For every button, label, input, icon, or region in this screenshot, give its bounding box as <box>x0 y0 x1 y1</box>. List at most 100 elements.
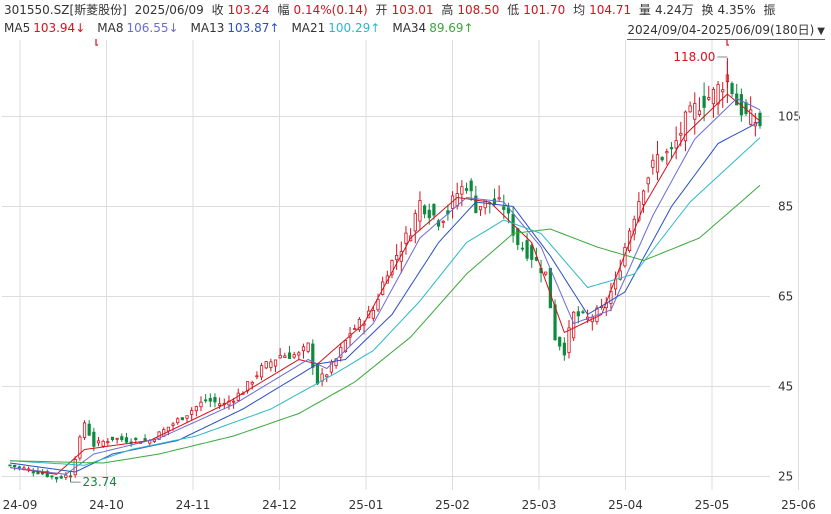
candle-body <box>683 111 688 142</box>
candle-body <box>176 418 180 424</box>
arrow-down-icon: ↓ <box>168 21 179 35</box>
candle-body <box>469 180 473 192</box>
ma-legend-item-ma34: MA34 89.69↑ <box>392 21 481 35</box>
candle-body <box>758 112 762 127</box>
high-value: 108.50 <box>457 3 500 17</box>
x-tick-label: 25-01 <box>349 498 384 512</box>
candle-body <box>87 423 91 436</box>
candle-body <box>204 399 208 402</box>
candle-body <box>64 474 68 478</box>
ma-value: 89.69 <box>429 21 464 35</box>
close-label: 收 <box>211 3 224 17</box>
x-tick-label: 24-10 <box>89 498 124 512</box>
candle-body <box>460 186 464 195</box>
candle-body <box>50 475 54 478</box>
avg-label: 均 <box>573 3 586 17</box>
ma-name: MA34 <box>392 21 427 35</box>
candle-body <box>716 84 720 105</box>
candle-body <box>702 95 706 108</box>
candle-body <box>376 299 380 311</box>
ma-value: 103.94 <box>33 21 76 35</box>
candle-body <box>665 151 669 154</box>
candle-body <box>255 375 259 378</box>
date-range-label: 2024/09/04-2025/06/09(180日) <box>627 23 815 37</box>
candle-body <box>707 97 711 100</box>
candle-body <box>287 352 292 359</box>
candle-body <box>264 361 268 369</box>
low-value: 101.70 <box>523 3 566 17</box>
candle-body <box>199 401 203 408</box>
candle-body <box>292 354 296 358</box>
candle-body <box>413 213 417 232</box>
candle-body <box>278 355 282 359</box>
candle-body <box>259 365 264 378</box>
symbol[interactable]: 301550.SZ[斯菱股份] <box>4 3 127 17</box>
volume-value: 4.24万 <box>654 3 694 17</box>
candle-body <box>395 255 399 261</box>
ma-legend-item-ma13: MA13 103.87↑ <box>191 21 288 35</box>
candle-body <box>576 311 580 317</box>
candle-body <box>572 311 576 339</box>
ma-name: MA21 <box>291 21 326 35</box>
candle-body <box>548 267 552 309</box>
candle-body <box>124 437 129 443</box>
candle-body <box>106 441 110 444</box>
candle-body <box>59 476 63 479</box>
y-tick-label: 65 <box>778 290 793 304</box>
ma-line-ma8 <box>9 97 761 475</box>
candle-body <box>180 417 184 421</box>
candle-body <box>525 240 529 259</box>
candle-body <box>315 364 320 385</box>
candle-body <box>502 206 506 210</box>
candle-body <box>530 245 534 260</box>
candle-body <box>711 88 716 105</box>
y-tick-label: 85 <box>778 200 793 214</box>
candle-body <box>730 83 734 95</box>
x-tick-label: 25-02 <box>435 498 470 512</box>
candle-body <box>120 436 124 441</box>
candle-body <box>194 406 198 412</box>
trade-date: 2025/06/09 <box>134 3 204 17</box>
candle-body <box>474 195 478 213</box>
event-marker <box>726 39 729 46</box>
candle-body <box>185 415 189 419</box>
date-range-selector[interactable]: 2024/09/04-2025/06/09(180日) ▼ <box>627 21 825 40</box>
candle-body <box>655 154 660 173</box>
candle-body <box>497 197 501 200</box>
candle-body <box>581 311 585 314</box>
candle-body <box>54 476 59 480</box>
candle-body <box>404 232 408 244</box>
x-tick-label: 24-11 <box>176 498 211 512</box>
candle-body <box>553 304 557 341</box>
candle-body <box>134 437 138 440</box>
close-value: 103.24 <box>227 3 270 17</box>
ma-line-ma5 <box>9 93 761 475</box>
candle-body <box>371 310 375 319</box>
arrow-up-icon: ↑ <box>269 21 280 35</box>
arrow-up-icon: ↑ <box>370 21 381 35</box>
ma-legend-item-ma21: MA21 100.29↑ <box>291 21 388 35</box>
amplitude-label: 振 <box>763 3 776 17</box>
ma-value: 106.55 <box>126 21 169 35</box>
candle-body <box>101 440 105 447</box>
candle-body <box>427 209 431 219</box>
ma-name: MA5 <box>4 21 31 35</box>
candle-body <box>562 342 566 356</box>
candle-body <box>171 423 175 426</box>
candle-body <box>697 110 702 115</box>
ma-legend-item-ma5: MA5 103.94↓ <box>4 21 93 35</box>
quote-header: 301550.SZ[斯菱股份] 2025/06/09 收 103.24 幅 0.14… <box>4 1 779 18</box>
candle-body <box>92 431 96 447</box>
candle-body <box>679 132 683 136</box>
candle-body <box>273 359 278 367</box>
candle-body <box>693 103 697 120</box>
candle-body <box>478 206 483 211</box>
candle-body <box>688 105 692 113</box>
change-label: 幅 <box>277 3 290 17</box>
candle-body <box>674 140 678 149</box>
candle-body <box>618 270 622 280</box>
ma-value: 103.87 <box>227 21 270 35</box>
candle-body <box>297 352 301 356</box>
candle-body <box>343 340 348 353</box>
